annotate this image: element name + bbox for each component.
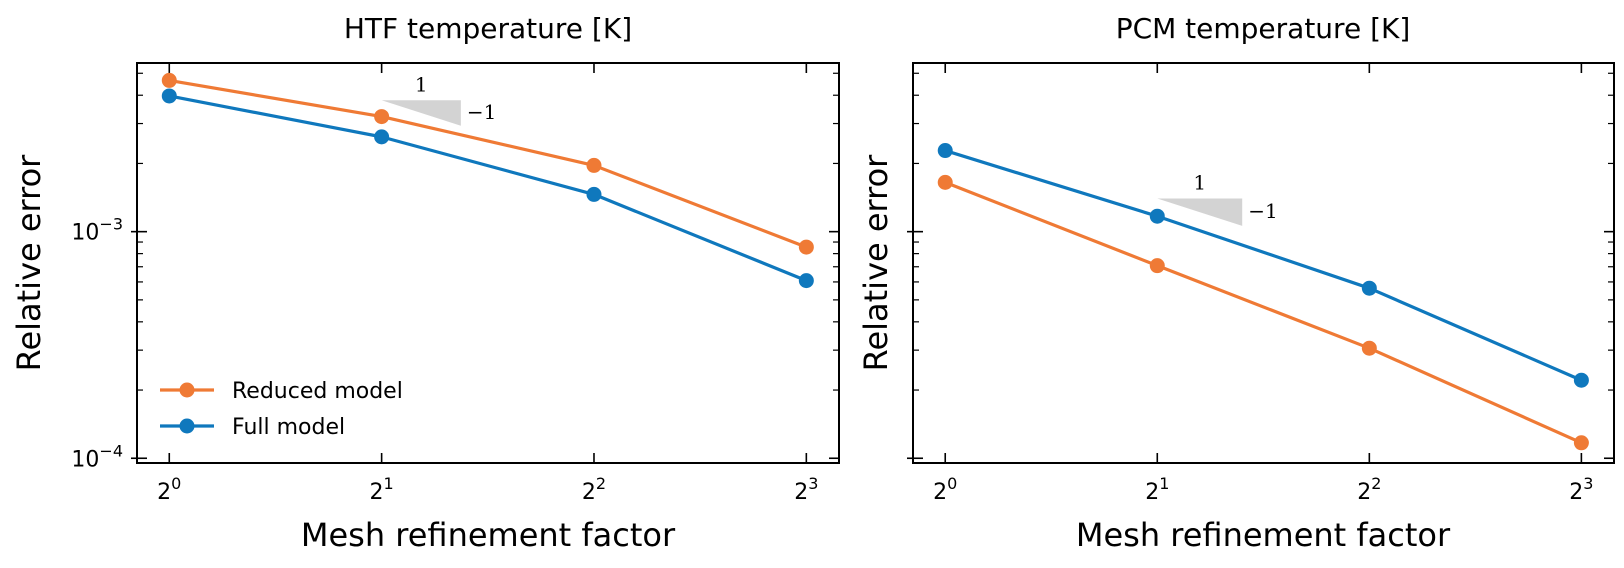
slope-rise-label: −1 [467, 100, 496, 124]
data-point-reduced-model [1573, 435, 1589, 451]
slope-triangle [381, 100, 461, 126]
data-point-reduced-model [161, 72, 177, 88]
x-tick-label: 22 [582, 474, 606, 505]
x-tick-label: 20 [157, 474, 181, 505]
data-point-full-model [586, 186, 602, 202]
panel-pcm: 20 21 22 23 1 −1 PCM temperature [K] Mesh refin… [857, 12, 1615, 554]
plot-frame [136, 62, 840, 464]
data-point-reduced-model [1361, 340, 1377, 356]
plot-frame [912, 62, 1615, 464]
series-line-reduced-model [944, 180, 1583, 445]
x-axis-label: Mesh refinement factor [301, 516, 676, 554]
x-tick-label: 21 [1145, 474, 1169, 505]
data-point-reduced-model [798, 239, 814, 255]
slope-run-label: 1 [1193, 171, 1206, 195]
legend: Reduced model Full model [160, 379, 403, 440]
x-tick-label: 22 [1357, 474, 1381, 505]
data-point-full-model [374, 129, 390, 145]
data-point-reduced-model [1149, 258, 1165, 274]
data-point-full-model [937, 143, 953, 159]
data-point-full-model [798, 273, 814, 289]
y-axis-label: Relative error [10, 154, 48, 372]
panel-htf: 20 21 22 23 10−4 10−3 1 −1 HTF temperature [K] Me… [10, 12, 840, 554]
slope-triangle [1157, 198, 1243, 226]
data-point-full-model [161, 88, 177, 104]
legend-label: Full model [232, 415, 345, 440]
data-point-full-model [1149, 208, 1165, 224]
legend-marker [179, 418, 195, 434]
series-line-reduced-model [169, 78, 807, 249]
y-tick-label: 10−4 [71, 441, 123, 472]
slope-run-label: 1 [415, 72, 428, 96]
chart-title: HTF temperature [K] [344, 12, 632, 45]
y-tick-label: 10−3 [71, 215, 123, 246]
x-tick-label: 23 [1569, 474, 1593, 505]
data-point-full-model [1573, 372, 1589, 388]
data-point-reduced-model [374, 109, 390, 125]
series-line-full-model [944, 149, 1583, 382]
data-point-reduced-model [937, 174, 953, 190]
x-axis-label: Mesh refinement factor [1076, 516, 1451, 554]
legend-label: Reduced model [232, 379, 403, 404]
x-tick-label: 20 [933, 474, 957, 505]
chart-title: PCM temperature [K] [1116, 12, 1411, 45]
y-axis-label: Relative error [857, 154, 895, 372]
legend-marker [179, 382, 195, 398]
data-point-reduced-model [586, 157, 602, 173]
slope-rise-label: −1 [1248, 199, 1277, 223]
series-line-full-model [168, 94, 807, 283]
x-tick-label: 23 [794, 474, 818, 505]
data-point-full-model [1361, 280, 1377, 296]
x-tick-label: 21 [370, 474, 394, 505]
